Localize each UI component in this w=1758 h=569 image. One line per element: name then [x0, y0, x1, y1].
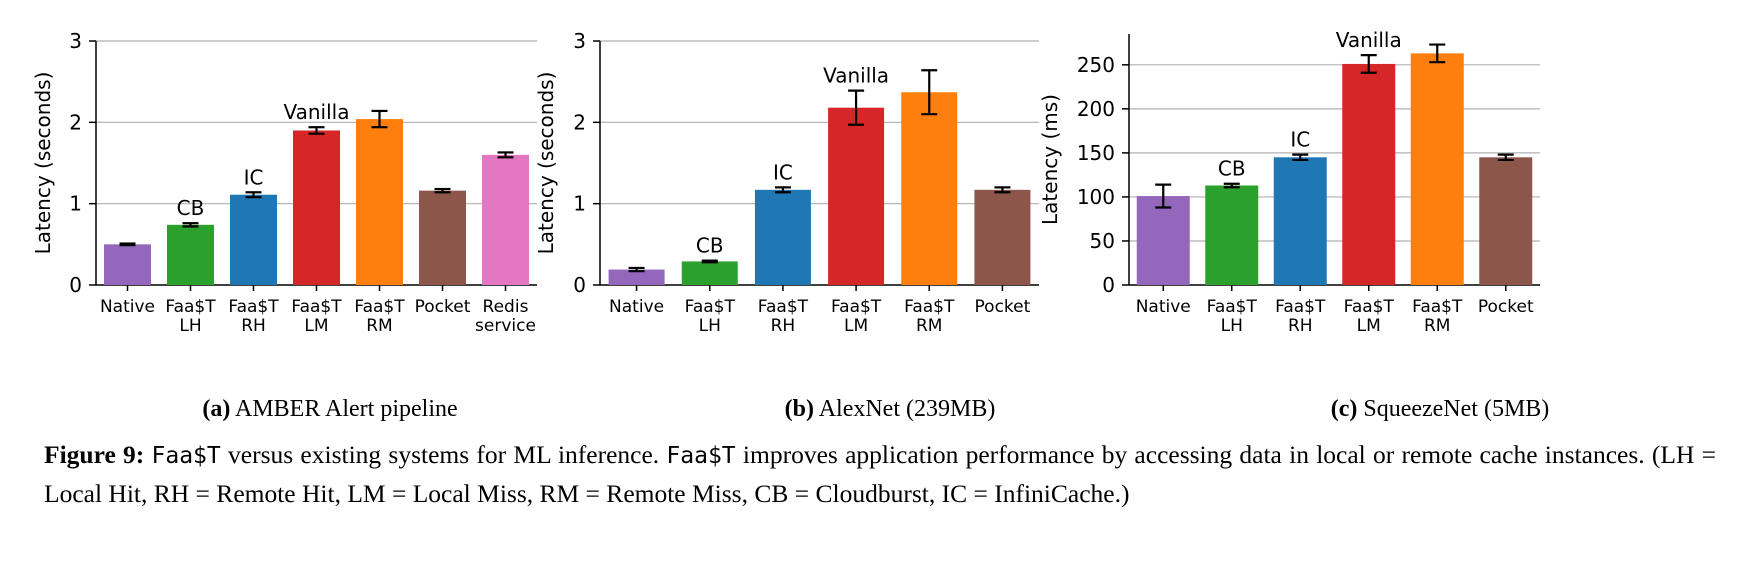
x-tick-label: LM — [304, 316, 328, 336]
subcaption-b-label: (b) — [784, 396, 814, 422]
bar — [356, 119, 403, 285]
x-tick-label: Faa$T — [831, 297, 882, 317]
bar — [1479, 157, 1533, 285]
y-tick-label: 0 — [69, 273, 82, 297]
bar — [828, 107, 885, 286]
bar — [230, 194, 277, 285]
bar — [1136, 196, 1190, 285]
x-tick-label: Pocket — [975, 297, 1031, 317]
y-tick-label: 1 — [69, 192, 82, 216]
bar — [901, 92, 958, 286]
bar-annotation: IC — [773, 160, 793, 184]
x-tick-label: LM — [844, 316, 868, 336]
bar — [1273, 157, 1327, 285]
subcaption-c-text: SqueezeNet (5MB) — [1363, 396, 1550, 422]
y-tick-label: 0 — [1102, 273, 1115, 297]
x-tick-label: LM — [1357, 316, 1381, 336]
x-tick-label: Faa$T — [1275, 297, 1326, 317]
y-tick-label: 250 — [1077, 53, 1115, 77]
bar — [974, 189, 1031, 285]
y-tick-label: 0 — [573, 273, 586, 297]
caption-part-3: improves application performance by acce… — [44, 440, 1716, 508]
y-tick-label: 2 — [573, 110, 586, 134]
bar — [293, 130, 340, 285]
x-tick-label: Native — [100, 297, 155, 317]
bar — [1342, 63, 1396, 285]
y-tick-label: 2 — [69, 110, 82, 134]
y-tick-label: 150 — [1077, 141, 1115, 165]
x-tick-label: RM — [366, 316, 392, 336]
x-tick-label: Faa$T — [1344, 297, 1395, 317]
subcaption-c-label: (c) — [1330, 396, 1358, 422]
x-tick-label: Pocket — [1478, 297, 1534, 317]
x-tick-label: RM — [916, 316, 942, 336]
bar-annotation: CB — [696, 234, 724, 258]
x-tick-label: Faa$T — [354, 297, 405, 317]
x-tick-label: service — [475, 316, 536, 336]
bar-annotation: CB — [1218, 157, 1246, 181]
y-tick-label: 3 — [69, 29, 82, 53]
x-tick-label: LH — [1221, 316, 1243, 336]
bar-annotation: IC — [244, 165, 264, 189]
x-tick-label: Faa$T — [758, 297, 809, 317]
x-tick-label: RH — [241, 316, 266, 336]
y-tick-label: 1 — [573, 192, 586, 216]
figure-label: Figure 9: — [44, 440, 145, 469]
y-axis-label: Latency (ms) — [1038, 94, 1062, 225]
bar — [1410, 53, 1464, 285]
x-tick-label: Faa$T — [904, 297, 955, 317]
bar — [681, 261, 738, 285]
x-tick-label: Faa$T — [1207, 297, 1258, 317]
bar-annotation: Vanilla — [284, 100, 350, 124]
x-tick-label: Faa$T — [1412, 297, 1463, 317]
x-tick-label: RH — [771, 316, 796, 336]
x-tick-label: Faa$T — [291, 297, 342, 317]
x-tick-label: Native — [609, 297, 664, 317]
x-tick-label: Redis — [483, 297, 529, 317]
subcaption-a-label: (a) — [202, 396, 231, 422]
bar — [608, 269, 665, 285]
y-tick-label: 3 — [573, 29, 586, 53]
bar — [754, 189, 811, 285]
subcaption-a-text: AMBER Alert pipeline — [235, 396, 458, 422]
y-tick-label: 50 — [1090, 229, 1115, 253]
bar-annotation: Vanilla — [1336, 28, 1402, 52]
caption-part-1: versus existing systems for ML inference… — [220, 440, 667, 469]
x-tick-label: LH — [699, 316, 721, 336]
subcaption-b: (b) AlexNet (239MB) — [680, 396, 1100, 423]
subcaption-c: (c) SqueezeNet (5MB) — [1230, 396, 1650, 423]
subcaption-a: (a) AMBER Alert pipeline — [120, 396, 540, 423]
caption-part-0: Faa$T — [151, 443, 221, 469]
x-tick-label: Native — [1136, 297, 1191, 317]
x-tick-label: Faa$T — [685, 297, 736, 317]
bar-annotation: Vanilla — [823, 64, 889, 88]
bar — [1205, 185, 1259, 285]
x-tick-label: LH — [179, 316, 201, 336]
x-tick-label: RH — [1288, 316, 1313, 336]
x-tick-label: Faa$T — [165, 297, 216, 317]
y-tick-label: 100 — [1077, 185, 1115, 209]
bar-annotation: CB — [177, 196, 205, 220]
x-tick-label: Faa$T — [228, 297, 279, 317]
bar — [482, 154, 529, 285]
y-tick-label: 200 — [1077, 97, 1115, 121]
y-axis-label: Latency (seconds) — [534, 72, 558, 255]
caption-part-2: Faa$T — [666, 443, 736, 469]
x-tick-label: RM — [1424, 316, 1450, 336]
y-axis-label: Latency (seconds) — [31, 72, 55, 255]
x-tick-label: Pocket — [415, 297, 471, 317]
subcaption-b-text: AlexNet (239MB) — [818, 396, 996, 422]
bar — [104, 244, 151, 285]
bar — [167, 224, 214, 285]
bar-annotation: IC — [1290, 128, 1310, 152]
bar — [419, 190, 466, 285]
figure-caption: Figure 9: Faa$T versus existing systems … — [44, 436, 1716, 513]
